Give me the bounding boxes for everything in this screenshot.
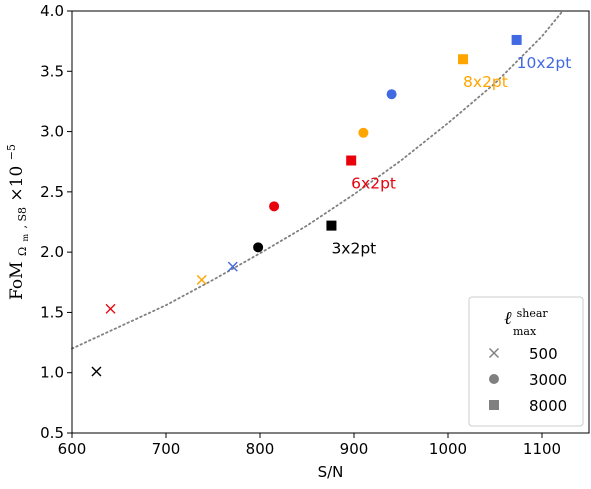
plot-frame: [71, 10, 590, 434]
annotation-8x2pt: 8x2pt: [463, 73, 508, 91]
legend: ℓ shear max 500 3000 8000: [468, 296, 584, 427]
x-tick-label: 600: [58, 440, 87, 458]
y-tick-label: 0.5: [40, 424, 64, 442]
marker-stroke: [489, 348, 499, 358]
data-point-6x2pt-500: [105, 303, 116, 314]
data-point-8x2pt-3000: [358, 127, 369, 138]
y-tick-label: 1.0: [40, 364, 64, 382]
data-points: [91, 34, 522, 377]
annotation-3x2pt: 3x2pt: [331, 240, 376, 258]
y-tick-label: 3.0: [40, 123, 64, 141]
legend-marker-3000: [489, 374, 499, 384]
legend-label-8000: 8000: [529, 397, 567, 415]
y-axis: 0.5 1.0 1.5 2.0 2.5 3.0 3.5 4.0: [40, 2, 72, 442]
legend-title: ℓ shear: [504, 307, 548, 329]
data-point-3x2pt-3000: [253, 242, 264, 253]
y-axis-label-main: FoM: [7, 261, 27, 300]
y-tick-label: 2.0: [40, 243, 64, 261]
data-point-10x2pt-8000: [511, 34, 522, 45]
data-point-6x2pt-3000: [269, 201, 280, 212]
y-tick-label: 2.5: [40, 183, 64, 201]
marker-stroke: [105, 303, 116, 314]
marker-stroke: [196, 274, 207, 285]
marker-stroke: [91, 366, 102, 377]
y-axis-label-sub: Ω: [16, 247, 29, 256]
legend-title-sub: max: [513, 325, 537, 338]
fit-line-layer: [71, 10, 564, 350]
x-tick-label: 1000: [429, 440, 467, 458]
x-tick-label: 700: [152, 440, 181, 458]
legend-marker-8000: [489, 400, 499, 410]
y-axis-label-sup: −5: [5, 144, 18, 160]
x-axis: 600 700 800 900 1000 1100: [58, 433, 561, 458]
legend-label-3000: 3000: [529, 371, 567, 389]
legend-title-main: ℓ: [504, 308, 512, 329]
fit-line: [71, 10, 564, 350]
y-tick-label: 3.5: [40, 62, 64, 80]
y-axis-label-sub-m: m: [21, 234, 30, 242]
y-tick-label: 4.0: [40, 2, 64, 20]
legend-title-sup: shear: [517, 307, 549, 320]
x-tick-label: 900: [340, 440, 369, 458]
data-point-10x2pt-500: [227, 261, 238, 272]
data-point-6x2pt-8000: [346, 155, 357, 166]
x-tick-label: 1100: [523, 440, 561, 458]
marker-stroke: [227, 261, 238, 272]
x-tick-label: 800: [246, 440, 275, 458]
y-axis-label-times: ×10: [7, 166, 27, 202]
data-point-3x2pt-8000: [326, 220, 337, 231]
annotation-6x2pt: 6x2pt: [351, 175, 396, 193]
legend-entries: 500 3000 8000: [489, 345, 567, 415]
legend-marker-500: [489, 348, 499, 358]
legend-box: [468, 296, 584, 427]
y-tick-label: 1.5: [40, 303, 64, 321]
annotations: 3x2pt 6x2pt 8x2pt 10x2pt: [331, 54, 571, 258]
annotation-10x2pt: 10x2pt: [517, 54, 572, 72]
legend-label-500: 500: [529, 345, 558, 363]
y-axis-label-sub-rest: , S8: [16, 207, 29, 229]
data-point-3x2pt-500: [91, 366, 102, 377]
data-point-10x2pt-3000: [386, 89, 397, 100]
y-axis-label: FoM Ω m , S8 ×10 −5: [5, 144, 33, 300]
x-axis-label: S/N: [318, 463, 344, 481]
data-point-8x2pt-8000: [458, 54, 469, 65]
data-point-8x2pt-500: [196, 274, 207, 285]
